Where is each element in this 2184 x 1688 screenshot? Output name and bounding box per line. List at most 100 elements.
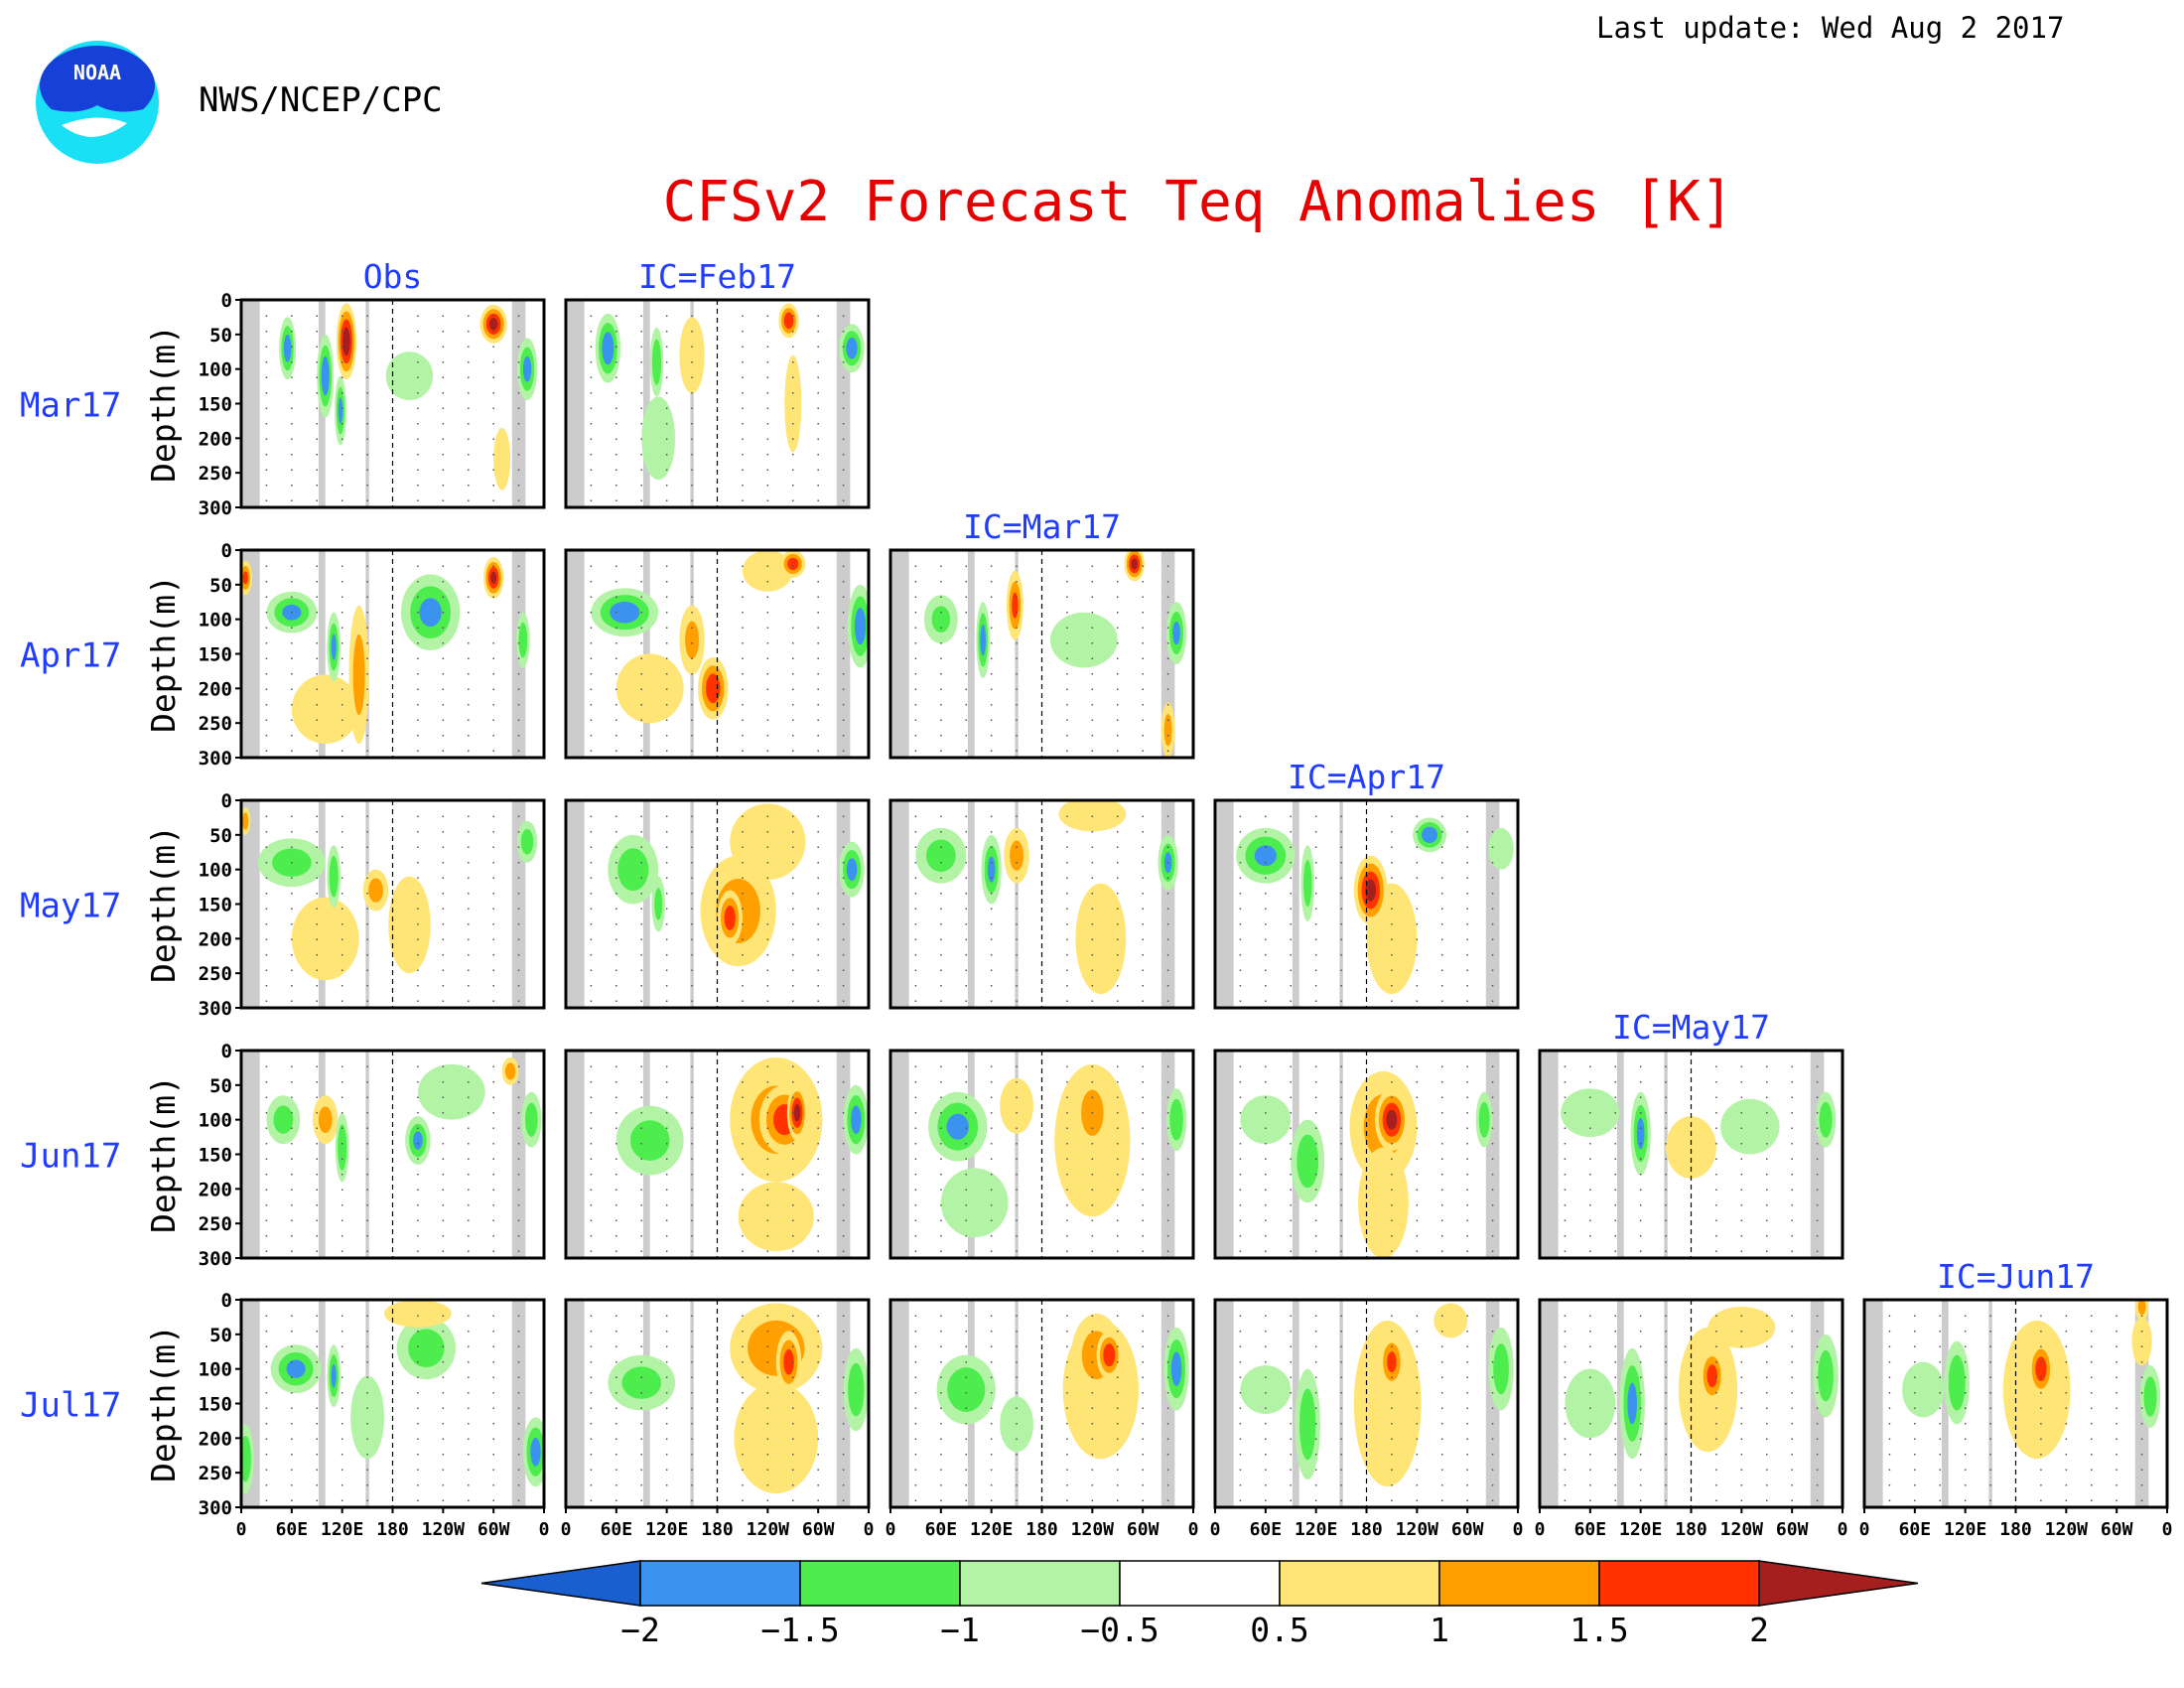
x-tick-label: 180 [376, 1519, 409, 1540]
anomaly-contour [724, 906, 736, 930]
x-tick-label: 60E [601, 1519, 633, 1540]
land-band [1015, 1051, 1019, 1258]
y-tick-label: 150 [199, 895, 232, 916]
anomaly-contour [331, 1363, 337, 1388]
y-tick-label: 50 [209, 575, 232, 597]
anomaly-contour [1565, 1368, 1616, 1439]
panel-frame [564, 298, 871, 509]
y-tick-label: 0 [221, 290, 232, 312]
panel-mar17-0 [239, 298, 546, 509]
y-axis-label: Depth(m) [144, 1075, 183, 1233]
y-tick-label: 50 [209, 325, 232, 347]
y-tick-label: 0 [221, 1290, 232, 1312]
x-tick-label: 120W [747, 1519, 790, 1540]
anomaly-contour [1075, 883, 1127, 995]
panel-jul17-5: 0 60E 120E 180 120W 60W 0 [1859, 1298, 2172, 1540]
anomaly-contour [946, 1113, 969, 1140]
y-tick-label: 250 [199, 1213, 232, 1235]
y-tick-label: 300 [199, 1248, 232, 1270]
land-band [318, 1300, 326, 1507]
anomaly-contour [342, 327, 350, 356]
anomaly-contour [1299, 1388, 1316, 1461]
land-band [318, 550, 326, 758]
colorbar-box [1119, 1560, 1281, 1607]
anomaly-contour [940, 1168, 1009, 1238]
anomaly-contour [615, 653, 684, 724]
colorbar: −2 −1.5 −1 −0.5 0.5 1 1.5 2 [480, 1560, 1919, 1649]
land-band [1339, 1300, 1343, 1507]
y-tick-label: 100 [199, 1110, 232, 1132]
x-tick-label: 60W [478, 1519, 510, 1540]
anomaly-contour [522, 355, 532, 382]
anomaly-contour [617, 848, 649, 892]
x-tick-label: 120E [321, 1519, 363, 1540]
anomaly-contour [851, 1105, 862, 1135]
x-tick-label: 120E [645, 1519, 688, 1540]
anomaly-contour [242, 812, 249, 830]
land-band [242, 300, 260, 507]
anomaly-contour [1172, 621, 1180, 645]
x-tick-label: 60E [925, 1519, 958, 1540]
land-band [891, 550, 909, 758]
anomaly-contour [286, 1359, 306, 1378]
anomaly-contour [518, 622, 528, 658]
y-tick-label: 150 [199, 394, 232, 416]
anomaly-contour [784, 354, 802, 453]
land-band [567, 800, 585, 1008]
colorbar-box [1438, 1560, 1600, 1607]
anomaly-contour [947, 1367, 986, 1412]
panel-frame [1213, 798, 1520, 1010]
y-tick-label: 0 [221, 540, 232, 562]
y-tick-label: 300 [199, 748, 232, 770]
column-header: IC=Jun17 [1937, 1257, 2095, 1296]
anomaly-contour [338, 1124, 347, 1171]
x-tick-label: 120W [1720, 1519, 1764, 1540]
x-tick-label: 0 [1513, 1519, 1524, 1540]
panel-jun17-3 [1213, 1049, 1520, 1260]
x-tick-label: 60W [802, 1519, 835, 1540]
y-axis-label: Depth(m) [144, 575, 183, 733]
anomaly-contour [321, 355, 330, 396]
y-tick-label: 150 [199, 644, 232, 666]
x-tick-label: 180 [1025, 1519, 1058, 1540]
anomaly-contour [1358, 1147, 1409, 1258]
anomaly-contour [987, 856, 996, 883]
anomaly-contour [1488, 827, 1514, 870]
last-update: Last update: Wed Aug 2 2017 [1596, 11, 2064, 45]
panel-apr17-1 [564, 548, 871, 760]
land-band [642, 800, 650, 1008]
panel-may17-3 [1213, 798, 1520, 1010]
row-label: Mar17 [20, 386, 121, 426]
anomaly-contour [1706, 1364, 1717, 1388]
panel-may17-1 [564, 798, 871, 1010]
anomaly-contour [417, 1063, 485, 1120]
anomaly-contour [525, 1102, 538, 1137]
anomaly-contour [1433, 1303, 1468, 1338]
x-tick-label: 120E [1295, 1519, 1337, 1540]
anomaly-contour [385, 352, 434, 401]
y-tick-label: 200 [199, 428, 232, 450]
colorbar-tick-label: −1.5 [760, 1611, 839, 1649]
x-tick-label: 60W [1127, 1519, 1160, 1540]
anomaly-contour [846, 858, 858, 882]
panel-frame [564, 1049, 871, 1260]
x-tick-label: 0 [886, 1519, 896, 1540]
panel-jun17-1 [564, 1049, 871, 1260]
x-tick-label: 60E [1899, 1519, 1932, 1540]
x-tick-label: 120E [1944, 1519, 1986, 1540]
anomaly-contour [1163, 713, 1172, 747]
y-tick-label: 250 [199, 463, 232, 485]
anomaly-contour [742, 550, 793, 592]
anomaly-contour [1131, 558, 1138, 570]
anomaly-contour [504, 1062, 516, 1080]
x-tick-label: 0 [864, 1519, 875, 1540]
panel-jul17-4: 0 60E 120E 180 120W 60W 0 [1535, 1298, 1847, 1540]
anomaly-contour [1948, 1354, 1966, 1411]
x-tick-label: 60W [2101, 1519, 2133, 1540]
row-label: Jul17 [20, 1386, 121, 1426]
anomaly-contour [621, 1366, 662, 1399]
land-band [242, 1051, 260, 1258]
anomaly-contour [1818, 1349, 1834, 1402]
y-tick-label: 50 [209, 1325, 232, 1346]
